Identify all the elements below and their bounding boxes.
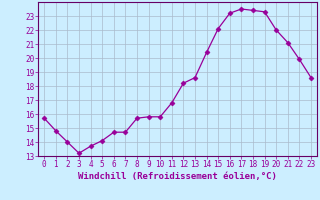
X-axis label: Windchill (Refroidissement éolien,°C): Windchill (Refroidissement éolien,°C) [78, 172, 277, 181]
